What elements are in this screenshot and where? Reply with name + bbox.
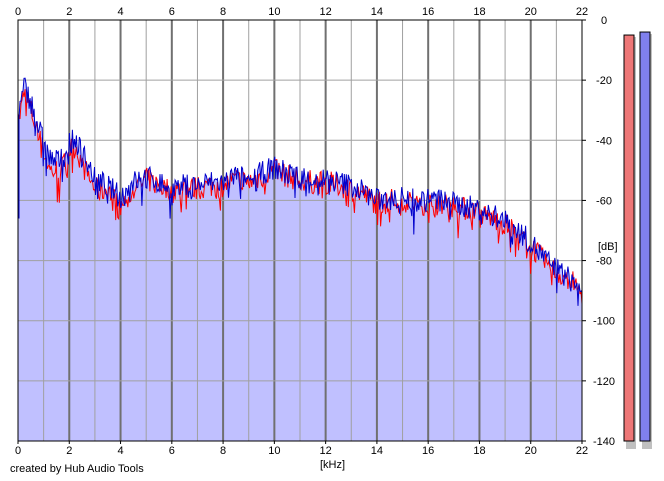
x-tick-label-top: 18 (473, 6, 485, 18)
x-tick-label-top: 10 (268, 6, 280, 18)
y-tick-label: -80 (596, 256, 612, 268)
y-tick-label: -140 (593, 436, 615, 448)
level-meters (623, 31, 652, 450)
credit-text: created by Hub Audio Tools (10, 463, 144, 475)
meter-bar-left (623, 34, 635, 442)
x-tick-label-bottom: 6 (169, 445, 175, 457)
x-ticks-bottom: 0 2 4 6 8 10 12 14 16 18 20 22 (15, 441, 588, 457)
x-tick-label-bottom: 18 (473, 445, 485, 457)
x-tick-label-top: 8 (220, 6, 226, 18)
meter-bar-right (639, 31, 651, 442)
y-tick-label: -100 (593, 316, 615, 328)
y-tick-label: -20 (596, 75, 612, 87)
x-tick-label-bottom: 12 (320, 445, 332, 457)
x-tick-label-top: 12 (320, 6, 332, 18)
x-tick-label-bottom: 10 (268, 445, 280, 457)
series-line-right-channel (17, 77, 583, 306)
y-tick-label: -120 (593, 376, 615, 388)
x-tick-label-top: 14 (371, 6, 383, 18)
x-tick-label-bottom: 14 (371, 445, 383, 457)
x-tick-label-top: 22 (576, 6, 588, 18)
y-ticks: 0 -20 -40 -60 -80 -100 -120 -140 (582, 15, 615, 448)
x-tick-label-bottom: 20 (525, 445, 537, 457)
x-ticks-top: 0 2 4 6 8 10 12 14 16 18 20 22 (15, 6, 588, 18)
x-tick-label-bottom: 0 (15, 445, 21, 457)
y-tick-label: 0 (601, 15, 607, 27)
x-tick-label-top: 4 (117, 6, 123, 18)
x-tick-label-bottom: 8 (220, 445, 226, 457)
x-axis-label: [kHz] (320, 459, 345, 471)
x-tick-label-bottom: 22 (576, 445, 588, 457)
x-tick-label-top: 6 (169, 6, 175, 18)
y-axis-label: [dB] (598, 241, 618, 253)
x-tick-label-top: 20 (525, 6, 537, 18)
series-layer (17, 77, 583, 306)
plot-frame (17, 19, 583, 442)
x-tick-label-bottom: 16 (422, 445, 434, 457)
y-tick-label: -40 (596, 135, 612, 147)
x-tick-label-bottom: 2 (66, 445, 72, 457)
x-tick-label-top: 2 (66, 6, 72, 18)
x-tick-label-bottom: 4 (117, 445, 123, 457)
y-tick-label: -60 (596, 195, 612, 207)
x-tick-label-top: 16 (422, 6, 434, 18)
x-tick-label-top: 0 (15, 6, 21, 18)
